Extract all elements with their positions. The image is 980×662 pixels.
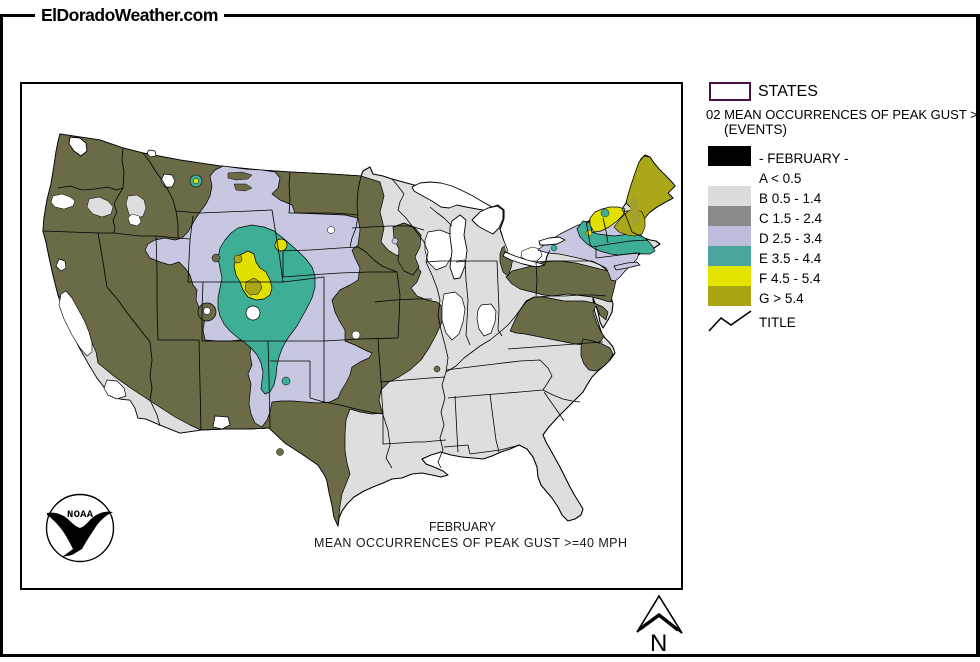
svg-text:FEBRUARY: FEBRUARY [429,520,497,534]
svg-text:NOAA: NOAA [67,509,94,521]
svg-text:MEAN OCCURRENCES OF PEAK G: MEAN OCCURRENCES OF PEAK GUST >=40 MPH [314,536,627,550]
